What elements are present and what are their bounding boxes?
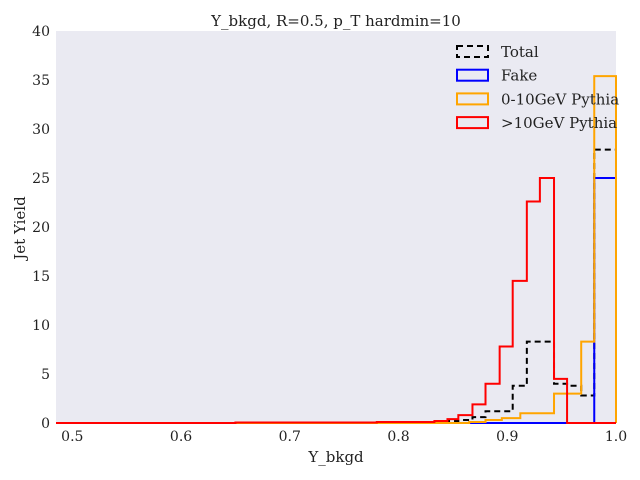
x-axis-label: Y_bkgd bbox=[307, 448, 364, 466]
legend-swatch bbox=[456, 45, 489, 58]
x-tick-label: 1.0 bbox=[605, 429, 627, 445]
y-tick-label: 15 bbox=[32, 269, 50, 285]
y-tick-labels: 0 5 10 15 20 25 30 35 40 bbox=[32, 24, 50, 432]
y-tick-label: 10 bbox=[32, 318, 50, 334]
y-tick-label: 5 bbox=[41, 367, 50, 383]
series-line-10gev-pythia bbox=[56, 177, 616, 424]
legend-swatch bbox=[456, 68, 489, 82]
legend-label: >10GeV Pythia bbox=[501, 114, 617, 132]
legend-label: Total bbox=[501, 43, 539, 61]
y-tick-label: 40 bbox=[32, 24, 50, 40]
x-tick-label: 0.5 bbox=[61, 429, 83, 445]
series-line-0-10gev-pythia bbox=[56, 75, 617, 424]
plot-background bbox=[56, 31, 616, 423]
y-tick-label: 0 bbox=[41, 416, 50, 432]
legend-swatch bbox=[456, 92, 489, 106]
y-axis-label: Jet Yield bbox=[11, 196, 29, 262]
y-tick-label: 25 bbox=[32, 171, 50, 187]
legend: Total Fake 0-10GeV Pythia >10GeV Pythia bbox=[456, 43, 619, 132]
x-tick-label: 0.7 bbox=[279, 429, 301, 445]
x-tick-label: 0.6 bbox=[170, 429, 192, 445]
chart-title: Y_bkgd, R=0.5, p_T hardmin=10 bbox=[210, 12, 461, 30]
legend-label: Fake bbox=[501, 67, 537, 85]
x-tick-labels: 0.5 0.6 0.7 0.8 0.9 1.0 bbox=[61, 429, 627, 445]
x-tick-label: 0.9 bbox=[496, 429, 518, 445]
y-tick-label: 30 bbox=[32, 122, 50, 138]
legend-label: 0-10GeV Pythia bbox=[501, 90, 619, 108]
x-tick-label: 0.8 bbox=[387, 429, 409, 445]
y-tick-label: 20 bbox=[32, 220, 50, 236]
y-tick-label: 35 bbox=[32, 73, 50, 89]
series-layer bbox=[56, 75, 617, 424]
legend-swatch bbox=[456, 116, 489, 130]
